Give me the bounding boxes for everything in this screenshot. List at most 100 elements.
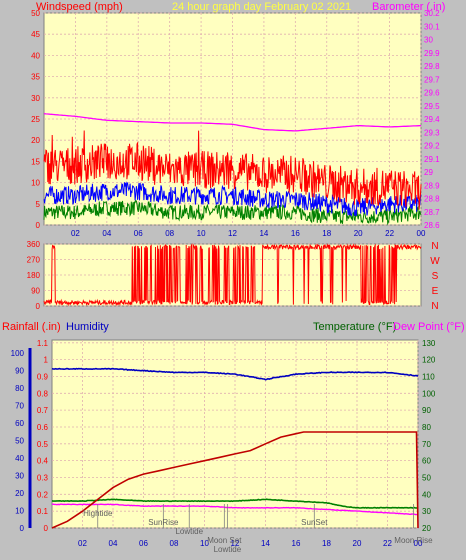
barometer-tick-label: 29.9 [424,49,440,58]
wind-x-tick-label: 04 [102,229,111,238]
barometer-tick-label: 29.5 [424,102,440,111]
temperature-tick-label: 80 [422,423,431,432]
barometer-tick-label: 29.3 [424,128,440,137]
humidity-tick-label: 60 [15,419,24,428]
wind-tick-label: 15 [31,157,40,166]
temperature-tick-label: 60 [422,457,431,466]
rain-x-tick-label: 18 [322,539,331,548]
wind-gust-series [43,130,422,210]
barometer-axis-label: Barometer (.in) [372,1,445,13]
wind-x-tick-label: 14 [259,229,268,238]
compass-label: S [432,271,439,282]
rain-tick-label: 0.8 [37,389,49,398]
temperature-tick-label: 110 [422,372,435,381]
direction-tick-label: 360 [27,240,41,249]
wind-x-tick-label: 18 [322,229,331,238]
temperature-tick-label: 90 [422,406,431,415]
temperature-tick-label: 20 [422,524,431,533]
wind-tick-label: 35 [31,73,40,82]
event-marker-label: Moon Rise [394,536,433,545]
humidity-tick-label: 70 [15,402,24,411]
wind-tick-label: 0 [36,221,41,230]
rain-tick-label: 0.1 [37,507,49,516]
humidity-tick-label: 10 [15,507,24,516]
barometer-tick-label: 29.2 [424,142,440,151]
wind-tick-label: 40 [31,51,40,60]
barometer-tick-label: 30 [424,36,433,45]
wind-x-tick-label: 08 [165,229,174,238]
barometer-tick-label: 29.7 [424,75,440,84]
event-marker-label: SunSet [301,518,328,527]
direction-tick-label: 180 [27,271,41,280]
humidity-tick-label: 50 [15,437,24,446]
wind-tick-label: 45 [31,30,40,39]
rain-x-tick-label: 10 [200,539,209,548]
wind-x-tick-label: 20 [354,229,363,238]
humidity-tick-label: 80 [15,384,24,393]
wind-x-tick-label: 16 [291,229,300,238]
wind-x-tick-label: 22 [385,229,394,238]
rain-tick-label: 0.9 [37,372,49,381]
temperature-tick-label: 130 [422,339,436,348]
barometer-tick-label: 29.1 [424,155,440,164]
temperature-axis-label: Temperature (°F) [313,321,396,333]
rain-temp-panel: 010203040506070809010000.10.20.30.40.50.… [11,339,436,554]
wind-x-tick-label: 00 [417,229,426,238]
rain-tick-label: 0.3 [37,473,49,482]
rain-x-tick-label: 08 [170,539,179,548]
graph-title: 24 hour graph day February 02 2021 [172,1,351,13]
humidity-tick-label: 20 [15,489,24,498]
rain-x-tick-label: 06 [139,539,148,548]
compass-label: N [431,241,438,252]
wind-panel: 0 5 10 15 20 25 30 35 40 45 50 28.6 28.7 28.8 28.9 29 29… [31,9,440,238]
wind-x-tick-label: 06 [134,229,143,238]
barometer-tick-label: 28.8 [424,195,440,204]
humidity-tick-label: 40 [15,454,24,463]
compass-label: E [432,286,439,297]
rain-x-tick-label: 12 [231,539,240,548]
humidity-series [51,367,419,381]
event-marker-label: Moon Set [207,536,242,545]
rain-tick-label: 1 [44,356,49,365]
barometer-tick-label: 30.1 [424,22,440,31]
wind-avg-series [43,181,422,217]
wind-tick-label: 25 [31,115,40,124]
barometer-tick-label: 29.4 [424,115,440,124]
barometer-tick-label: 28.6 [424,221,440,230]
rain-x-tick-label: 20 [353,539,362,548]
rain-x-tick-label: 14 [261,539,270,548]
rain-x-tick-label: 22 [383,539,392,548]
windspeed-axis-label: Windspeed (mph) [36,1,123,13]
rain-x-tick-label: 00 [414,539,423,548]
rain-tick-label: 0.4 [37,457,49,466]
dewpoint-series [52,503,419,516]
humidity-axis-label: Humidity [66,321,109,333]
rain-tick-label: 0.6 [37,423,49,432]
rain-x-tick-label: 16 [292,539,301,548]
rainfall-series [51,431,419,529]
barometer-tick-label: 29.8 [424,62,440,71]
barometer-series [43,113,422,132]
temperature-tick-label: 70 [422,440,431,449]
direction-tick-label: 270 [27,256,41,265]
compass-label: N [431,301,438,312]
event-marker-label: Lowtide [214,545,242,554]
temperature-tick-label: 50 [422,473,431,482]
barometer-tick-label: 29 [424,168,433,177]
wind-x-tick-label: 10 [197,229,206,238]
wind-tick-label: 10 [31,179,40,188]
temperature-series [51,498,419,509]
wind-x-tick-label: 12 [228,229,237,238]
temperature-tick-label: 30 [422,507,431,516]
direction-tick-label: 90 [31,287,40,296]
rain-tick-label: 0 [44,524,49,533]
humidity-tick-label: 30 [15,472,24,481]
dewpoint-axis-label: Dew Point (°F) [393,321,465,333]
temperature-tick-label: 40 [422,490,431,499]
rain-x-tick-label: 02 [78,539,87,548]
humidity-tick-label: 90 [15,367,24,376]
wind-tick-label: 50 [31,9,40,18]
compass-label: W [430,256,440,267]
